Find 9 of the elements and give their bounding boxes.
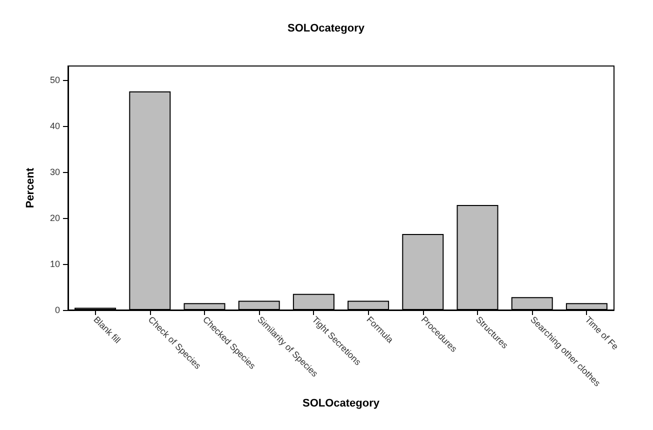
y-tick-label: 40 [50,120,60,131]
y-tick-label: 0 [54,305,60,315]
chart-title: SOLOcategory [287,22,366,34]
x-axis-title: SOLOcategory [302,398,380,410]
y-tick-label: 20 [50,212,60,223]
y-tick-label: 10 [50,258,60,269]
y-tick-label: 50 [50,74,60,85]
y-tick-label: 30 [50,166,60,177]
y-axis-title: Percent [24,167,36,208]
